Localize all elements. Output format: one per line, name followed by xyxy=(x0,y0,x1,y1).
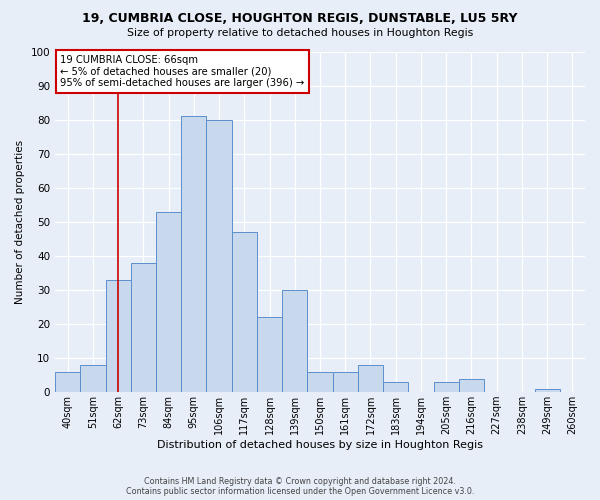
Bar xyxy=(459,378,484,392)
Text: Contains public sector information licensed under the Open Government Licence v3: Contains public sector information licen… xyxy=(126,487,474,496)
Bar xyxy=(282,290,307,392)
Bar xyxy=(156,212,181,392)
Bar xyxy=(55,372,80,392)
Bar xyxy=(358,365,383,392)
Bar xyxy=(80,365,106,392)
Bar xyxy=(383,382,409,392)
Bar xyxy=(181,116,206,392)
Text: 19 CUMBRIA CLOSE: 66sqm
← 5% of detached houses are smaller (20)
95% of semi-det: 19 CUMBRIA CLOSE: 66sqm ← 5% of detached… xyxy=(61,55,305,88)
Text: Size of property relative to detached houses in Houghton Regis: Size of property relative to detached ho… xyxy=(127,28,473,38)
Bar xyxy=(206,120,232,392)
Y-axis label: Number of detached properties: Number of detached properties xyxy=(15,140,25,304)
Bar xyxy=(434,382,459,392)
Bar xyxy=(332,372,358,392)
Bar xyxy=(232,232,257,392)
Bar xyxy=(131,262,156,392)
Bar xyxy=(307,372,332,392)
X-axis label: Distribution of detached houses by size in Houghton Regis: Distribution of detached houses by size … xyxy=(157,440,483,450)
Bar xyxy=(257,317,282,392)
Text: Contains HM Land Registry data © Crown copyright and database right 2024.: Contains HM Land Registry data © Crown c… xyxy=(144,477,456,486)
Bar xyxy=(106,280,131,392)
Text: 19, CUMBRIA CLOSE, HOUGHTON REGIS, DUNSTABLE, LU5 5RY: 19, CUMBRIA CLOSE, HOUGHTON REGIS, DUNST… xyxy=(82,12,518,26)
Bar xyxy=(535,389,560,392)
